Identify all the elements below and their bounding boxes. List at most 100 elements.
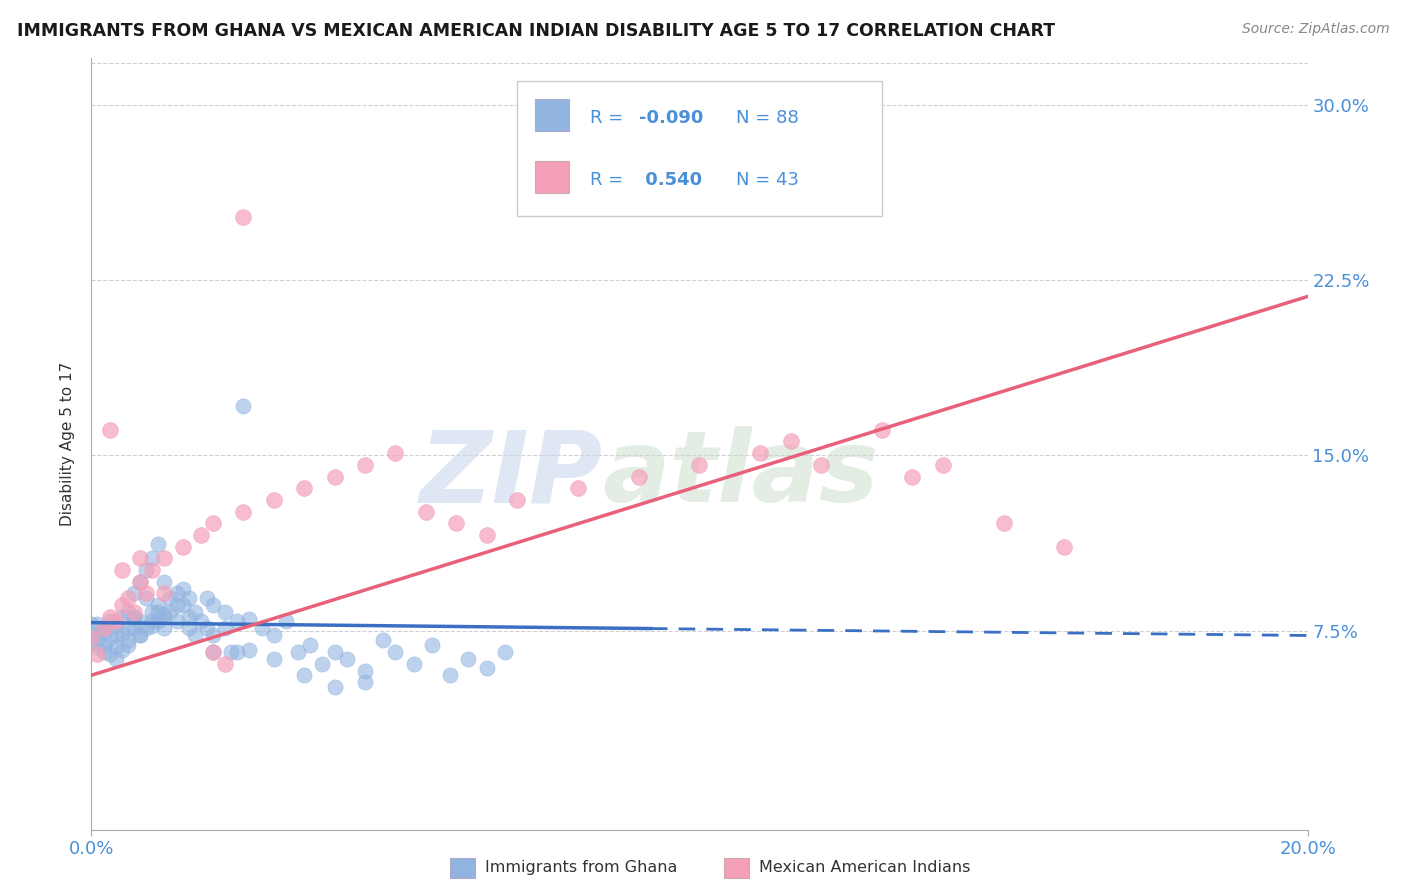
- Point: [292, 481, 315, 495]
- Point: [263, 628, 285, 642]
- Text: IMMIGRANTS FROM GHANA VS MEXICAN AMERICAN INDIAN DISABILITY AGE 5 TO 17 CORRELAT: IMMIGRANTS FROM GHANA VS MEXICAN AMERICA…: [17, 22, 1054, 40]
- Point: [184, 605, 207, 619]
- Point: [250, 622, 273, 636]
- Point: [779, 434, 801, 449]
- Point: [384, 645, 406, 659]
- Point: [148, 598, 170, 612]
- Point: [111, 609, 134, 624]
- Point: [415, 505, 437, 519]
- Point: [931, 458, 953, 472]
- Point: [172, 598, 194, 612]
- Point: [129, 574, 152, 589]
- Point: [354, 675, 377, 690]
- Point: [627, 469, 650, 483]
- Point: [202, 645, 225, 659]
- Point: [111, 563, 134, 577]
- Text: R =: R =: [591, 171, 628, 189]
- Point: [141, 619, 163, 633]
- Point: [117, 633, 139, 648]
- Point: [148, 537, 170, 551]
- Point: [232, 505, 254, 519]
- Point: [93, 645, 115, 659]
- Point: [238, 612, 260, 626]
- Point: [810, 458, 832, 472]
- Point: [336, 652, 359, 666]
- Point: [354, 458, 377, 472]
- Point: [202, 516, 225, 531]
- Point: [226, 615, 249, 629]
- Point: [129, 628, 152, 642]
- Point: [177, 591, 200, 606]
- Point: [122, 586, 145, 600]
- Point: [384, 446, 406, 460]
- Point: [172, 582, 194, 596]
- Point: [80, 628, 103, 642]
- Point: [98, 631, 121, 645]
- Point: [135, 586, 157, 600]
- Point: [993, 516, 1015, 531]
- Text: atlas: atlas: [602, 426, 879, 523]
- Point: [148, 615, 170, 629]
- Point: [117, 622, 139, 636]
- Point: [214, 605, 236, 619]
- Point: [238, 642, 260, 657]
- Point: [166, 586, 188, 600]
- Point: [202, 645, 225, 659]
- Point: [129, 628, 152, 642]
- Point: [263, 492, 285, 507]
- Point: [98, 647, 121, 661]
- Point: [232, 210, 254, 224]
- Point: [263, 652, 285, 666]
- Point: [93, 622, 115, 636]
- Point: [439, 668, 461, 682]
- Point: [202, 598, 225, 612]
- Point: [141, 615, 163, 629]
- Point: [373, 633, 395, 648]
- Point: [129, 574, 152, 589]
- Point: [457, 652, 479, 666]
- Point: [129, 615, 152, 629]
- Text: Source: ZipAtlas.com: Source: ZipAtlas.com: [1241, 22, 1389, 37]
- Point: [159, 591, 181, 606]
- Point: [98, 609, 121, 624]
- Point: [86, 647, 108, 661]
- Point: [153, 551, 176, 566]
- Point: [153, 622, 176, 636]
- Text: 0.540: 0.540: [638, 171, 702, 189]
- Point: [444, 516, 467, 531]
- Point: [688, 458, 710, 472]
- Point: [1053, 540, 1076, 554]
- Point: [111, 598, 134, 612]
- Point: [86, 616, 108, 631]
- Point: [93, 622, 115, 636]
- Text: N = 43: N = 43: [735, 171, 799, 189]
- Point: [184, 628, 207, 642]
- Point: [153, 574, 176, 589]
- Point: [475, 661, 498, 675]
- Point: [274, 615, 297, 629]
- Text: ZIP: ZIP: [419, 426, 602, 523]
- Point: [190, 615, 212, 629]
- Y-axis label: Disability Age 5 to 17: Disability Age 5 to 17: [60, 361, 76, 526]
- Point: [287, 645, 309, 659]
- Point: [104, 615, 127, 629]
- Point: [292, 668, 315, 682]
- Point: [104, 640, 127, 655]
- Point: [93, 638, 115, 652]
- Point: [129, 551, 152, 566]
- Point: [80, 616, 103, 631]
- Point: [494, 645, 516, 659]
- Point: [111, 626, 134, 640]
- FancyBboxPatch shape: [517, 81, 882, 216]
- Point: [141, 563, 163, 577]
- Point: [117, 591, 139, 606]
- Point: [80, 635, 103, 649]
- Point: [122, 609, 145, 624]
- Point: [153, 609, 176, 624]
- Point: [117, 638, 139, 652]
- Point: [111, 642, 134, 657]
- Point: [420, 638, 443, 652]
- Point: [159, 605, 181, 619]
- Point: [141, 605, 163, 619]
- Point: [135, 622, 157, 636]
